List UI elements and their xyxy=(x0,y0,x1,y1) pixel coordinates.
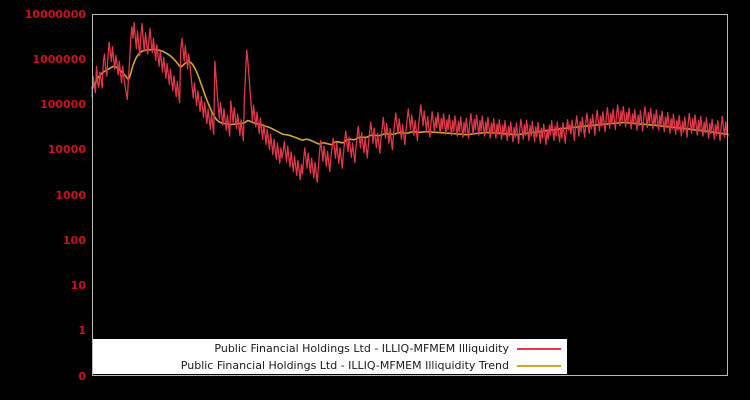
legend-entry-illiquidity: Public Financial Holdings Ltd - ILLIQ-MF… xyxy=(93,340,567,357)
series-layer xyxy=(91,21,729,184)
legend-swatch-illiquidity xyxy=(517,347,561,350)
series-line-trend xyxy=(91,48,729,146)
y-tick-label: 100 xyxy=(63,233,86,247)
y-tick-label: 10000 xyxy=(47,143,86,157)
legend-label-trend: Public Financial Holdings Ltd - ILLIQ-MF… xyxy=(180,358,509,372)
chart-legend: Public Financial Holdings Ltd - ILLIQ-MF… xyxy=(93,339,567,374)
y-tick-label: 0 xyxy=(78,369,86,383)
legend-label-illiquidity: Public Financial Holdings Ltd - ILLIQ-MF… xyxy=(214,341,509,355)
y-tick-label: 10 xyxy=(70,279,86,292)
legend-swatch-trend xyxy=(517,364,561,367)
y-tick-label: 1 xyxy=(78,324,86,338)
y-tick-label: 1000000 xyxy=(32,52,86,66)
y-axis-tick-labels: 10000000 1000000 100000 10000 1000 100 10 1 0 xyxy=(0,0,86,400)
plot-area-frame xyxy=(92,14,728,376)
legend-entry-trend: Public Financial Holdings Ltd - ILLIQ-MF… xyxy=(93,357,567,374)
y-tick-label: 10000000 xyxy=(24,7,86,21)
y-tick-label: 1000 xyxy=(55,188,86,202)
y-tick-label: 100000 xyxy=(40,98,86,111)
series-line-illiquidity xyxy=(91,21,729,184)
